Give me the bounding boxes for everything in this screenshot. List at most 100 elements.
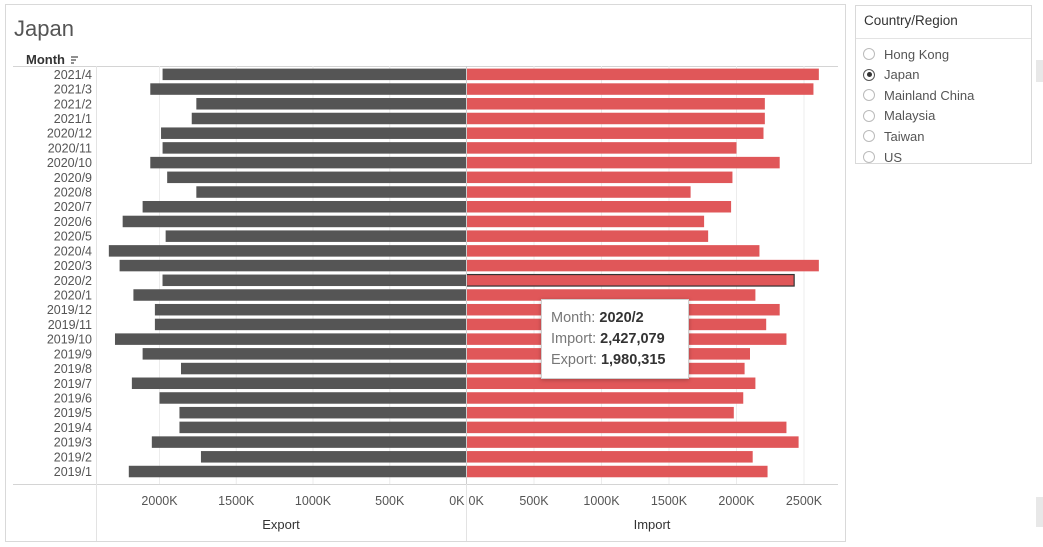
category-label: 2019/7 — [54, 377, 92, 391]
export-bar — [150, 83, 467, 95]
category-label: 2019/5 — [54, 406, 92, 420]
chart-title: Japan — [14, 16, 74, 41]
category-label: 2020/7 — [54, 200, 92, 214]
filter-option-us[interactable]: US — [863, 147, 902, 167]
tooltip-month-row: Month: 2020/2 — [551, 310, 688, 331]
category-label: 2019/6 — [54, 391, 92, 405]
import-bar — [466, 421, 787, 434]
export-bar — [162, 274, 467, 287]
import-bar — [466, 230, 709, 242]
export-bar — [119, 259, 467, 272]
import-tick-label: 1500K — [651, 494, 688, 508]
category-label: 2020/6 — [54, 215, 92, 229]
radio-icon[interactable] — [863, 68, 875, 81]
export-bar — [180, 362, 467, 375]
export-bar — [165, 230, 467, 242]
category-label: 2020/3 — [54, 259, 92, 273]
chart-frame — [5, 4, 846, 542]
filter-title: Country/Region — [864, 13, 958, 28]
radio-icon[interactable] — [863, 130, 875, 143]
tooltip: Month: 2020/2 Import: 2,427,079 Export: … — [541, 299, 689, 379]
radio-icon[interactable] — [863, 151, 875, 163]
scrollbar-handle-lower[interactable] — [1036, 497, 1043, 527]
category-label: 2019/10 — [47, 333, 92, 347]
export-bar — [161, 127, 467, 139]
tooltip-month-value: 2020/2 — [599, 310, 644, 326]
scrollbar-handle[interactable] — [1036, 60, 1043, 82]
export-bar — [150, 156, 467, 169]
import-bar — [466, 436, 799, 448]
import-bar — [466, 156, 780, 169]
import-bar — [466, 406, 734, 419]
import-bar — [466, 98, 765, 110]
category-label: 2019/2 — [54, 450, 92, 464]
filter-option-japan[interactable]: Japan — [863, 65, 919, 85]
butterfly-chart[interactable]: Month2021/42021/32021/22021/12020/122020… — [0, 0, 850, 547]
category-label: 2020/10 — [47, 156, 92, 170]
export-bar — [191, 112, 467, 125]
export-bar — [151, 436, 467, 448]
filter-option-malaysia[interactable]: Malaysia — [863, 106, 935, 126]
radio-icon[interactable] — [863, 48, 875, 60]
export-tick-label: 1500K — [218, 494, 255, 508]
export-bar — [179, 406, 467, 419]
import-tick-label: 2500K — [786, 494, 823, 508]
filter-divider — [856, 38, 1031, 39]
import-tick-label: 2000K — [718, 494, 755, 508]
export-bar — [167, 171, 467, 184]
tooltip-import-value: 2,427,079 — [600, 331, 665, 347]
import-tick-label: 1000K — [583, 494, 620, 508]
export-bar — [108, 245, 467, 257]
export-bar — [133, 289, 467, 301]
filter-option-label: Hong Kong — [884, 46, 950, 62]
category-label: 2019/3 — [54, 436, 92, 450]
import-bar — [466, 245, 760, 257]
category-label: 2019/8 — [54, 362, 92, 376]
export-bar — [159, 392, 467, 404]
category-label: 2021/3 — [54, 83, 92, 97]
import-bar — [466, 289, 756, 301]
filter-option-taiwan[interactable]: Taiwan — [863, 126, 924, 146]
import-bar — [465, 273, 795, 287]
export-bar — [162, 68, 467, 81]
tooltip-import-row: Import: 2,427,079 — [551, 331, 688, 352]
export-bar — [200, 451, 467, 463]
export-bar — [196, 186, 467, 198]
sort-icon — [71, 56, 78, 64]
import-bar — [466, 259, 819, 272]
tooltip-import-label: Import: — [551, 331, 597, 347]
export-bar — [162, 142, 467, 154]
export-axis-title: Export — [262, 517, 300, 532]
export-tick-label: 500K — [375, 494, 405, 508]
export-tick-label: 1000K — [295, 494, 332, 508]
import-bar — [466, 465, 768, 478]
import-bar — [466, 377, 756, 390]
filter-option-label: Mainland China — [884, 87, 975, 103]
export-bar — [179, 421, 467, 434]
category-label: 2019/11 — [48, 318, 92, 332]
tooltip-export-value: 1,980,315 — [600, 352, 666, 368]
import-tick-label: 0K — [469, 494, 485, 508]
category-label: 2019/1 — [54, 465, 92, 479]
category-label: 2020/1 — [54, 289, 92, 303]
import-bar — [466, 112, 765, 125]
category-label: 2020/8 — [54, 186, 92, 200]
import-bar — [466, 142, 737, 154]
import-bar — [466, 392, 744, 404]
category-label: 2020/2 — [54, 274, 92, 288]
export-bar — [154, 318, 467, 331]
filter-option-mainland-china[interactable]: Mainland China — [863, 85, 974, 105]
export-bar — [114, 333, 467, 345]
category-label: 2021/1 — [54, 112, 92, 126]
export-tick-label: 0K — [449, 494, 465, 508]
import-bar — [466, 68, 819, 81]
filter-option-label: Japan — [884, 67, 920, 83]
category-label: 2020/5 — [54, 230, 92, 244]
category-label: 2021/4 — [54, 68, 92, 82]
export-bar — [122, 215, 467, 228]
tooltip-month-label: Month: — [551, 310, 596, 326]
filter-option-hong-kong[interactable]: Hong Kong — [863, 44, 949, 64]
radio-icon[interactable] — [863, 109, 875, 122]
radio-icon[interactable] — [863, 89, 875, 102]
import-axis-title: Import — [634, 517, 671, 532]
